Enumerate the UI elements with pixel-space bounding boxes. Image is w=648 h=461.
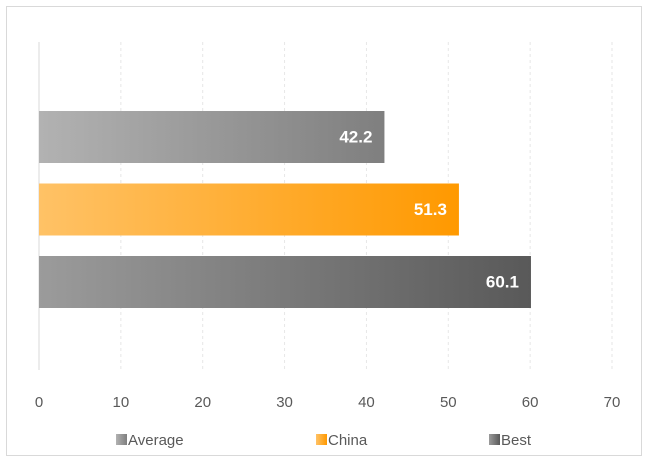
- x-tick-label: 70: [604, 394, 621, 411]
- legend-label: China: [328, 432, 368, 449]
- legend-label: Average: [128, 432, 184, 449]
- legend-marker: [489, 434, 500, 445]
- bar: [39, 111, 385, 163]
- value-label: 60.1: [486, 272, 519, 291]
- legend-marker: [116, 434, 127, 445]
- bar: [39, 256, 531, 308]
- x-tick-label: 50: [440, 394, 457, 411]
- bar: [39, 183, 459, 236]
- x-tick-label: 0: [35, 394, 43, 411]
- x-tick-label: 10: [113, 394, 130, 411]
- legend-marker: [316, 434, 327, 445]
- x-tick-label: 60: [522, 394, 539, 411]
- value-label: 42.2: [339, 127, 372, 146]
- x-tick-label: 20: [194, 394, 211, 411]
- legend-label: Best: [501, 432, 532, 449]
- x-tick-label: 30: [276, 394, 293, 411]
- value-label: 51.3: [414, 200, 447, 219]
- x-tick-label: 40: [358, 394, 375, 411]
